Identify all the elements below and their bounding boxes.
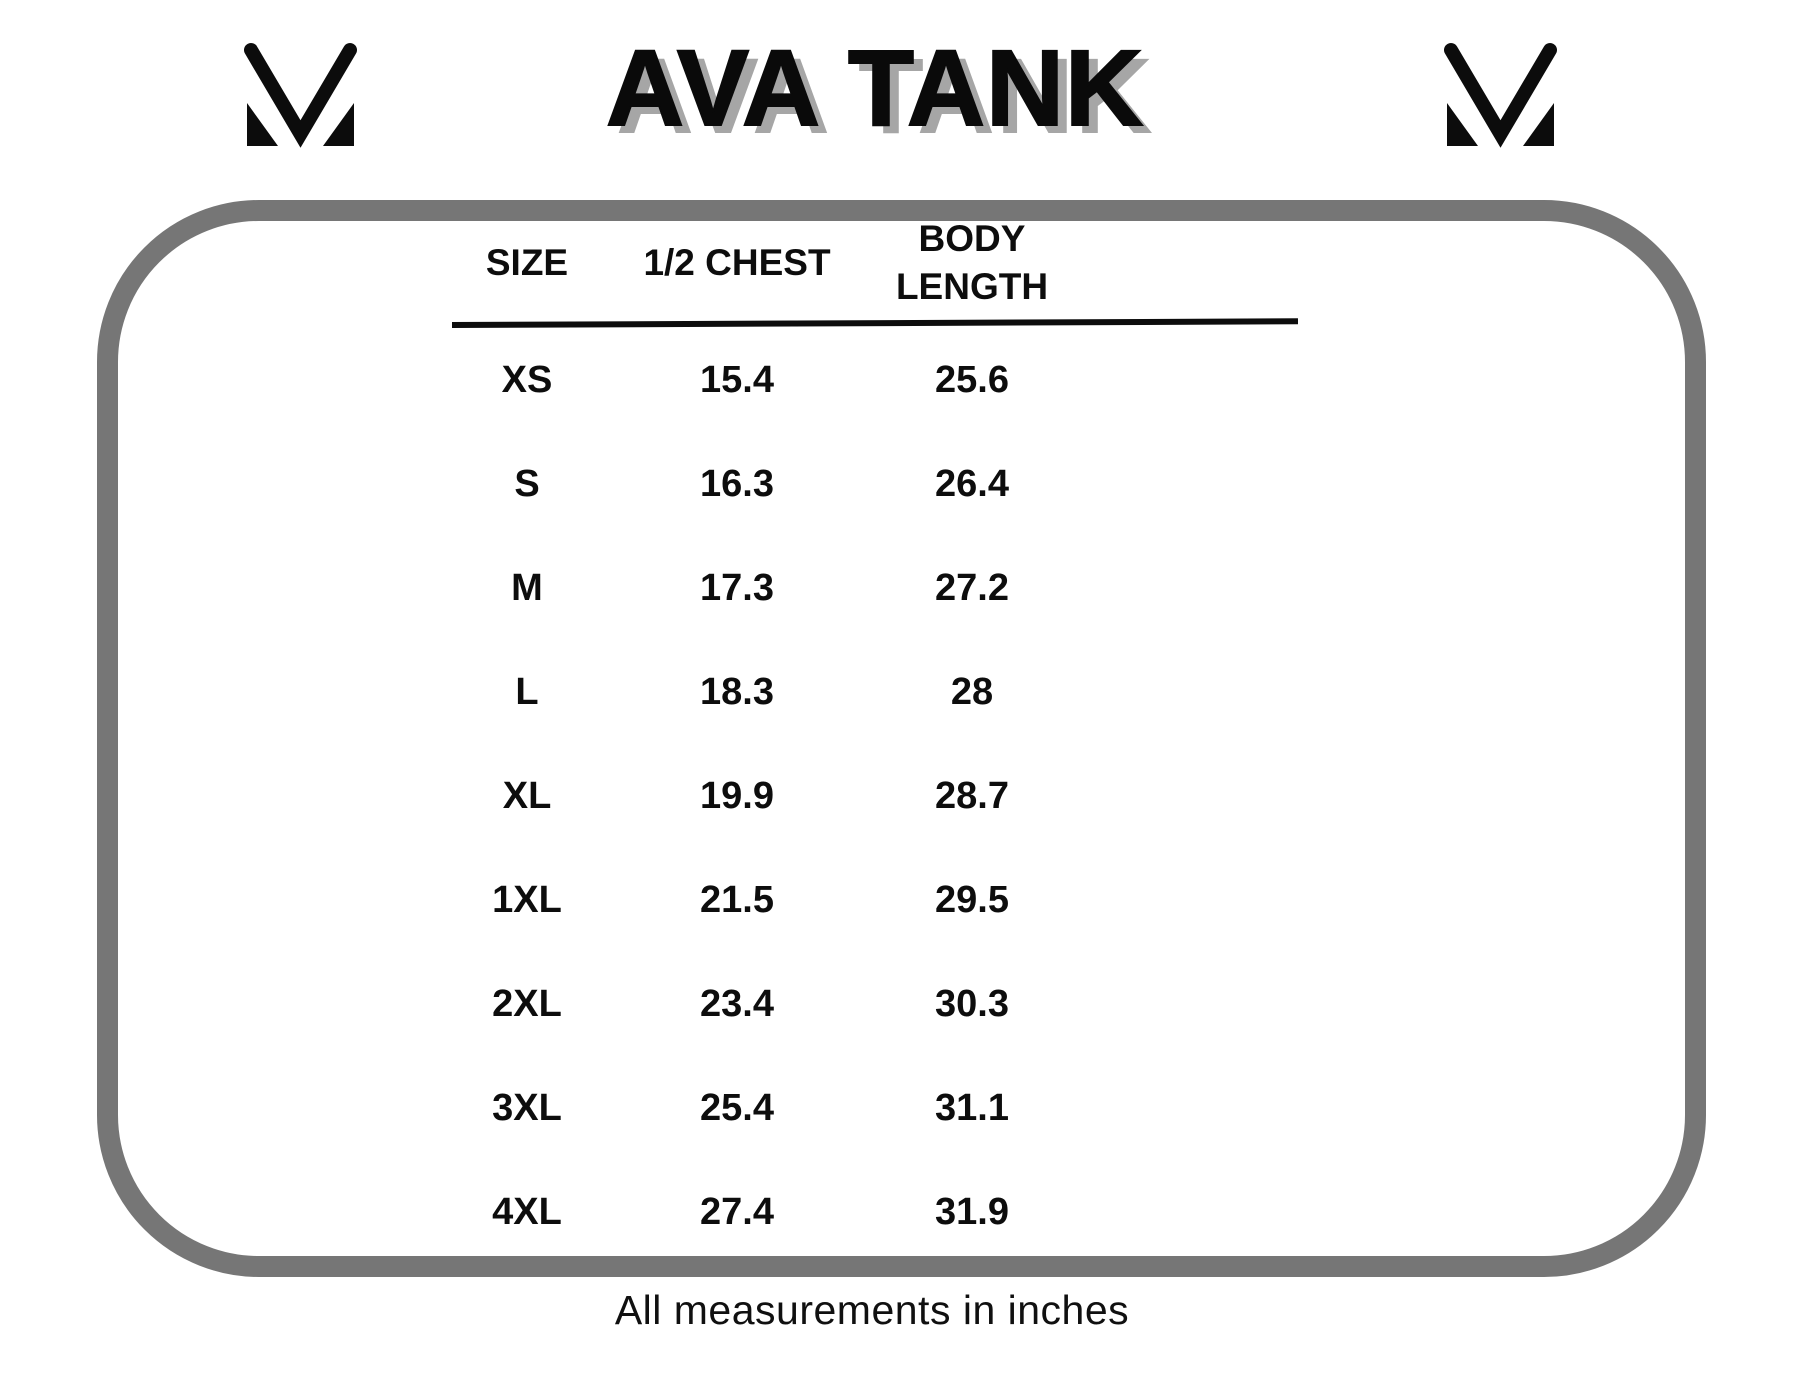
table-row: L 18.3 28 <box>452 640 1298 744</box>
size-cell: XL <box>502 774 552 817</box>
body-length-cell: 25.6 <box>935 358 1009 401</box>
table-row: 3XL 25.4 31.1 <box>452 1056 1298 1160</box>
size-cell: 3XL <box>492 1086 562 1129</box>
table-row: 2XL 23.4 30.3 <box>452 952 1298 1056</box>
body-length-cell: 29.5 <box>935 878 1009 921</box>
half-chest-cell: 25.4 <box>700 1086 774 1129</box>
body-length-cell: 31.1 <box>935 1086 1009 1129</box>
table-row: M 17.3 27.2 <box>452 536 1298 640</box>
column-header-body-length: BODY LENGTH <box>895 217 1049 307</box>
size-cell: L <box>515 670 539 713</box>
size-table-header: SIZE 1/2 CHEST BODY LENGTH <box>452 204 1298 322</box>
mv-monogram-icon <box>1444 43 1557 148</box>
table-row: 4XL 27.4 31.9 <box>452 1160 1298 1264</box>
half-chest-cell: 23.4 <box>700 982 774 1025</box>
column-header-half-chest: 1/2 CHEST <box>643 241 831 283</box>
half-chest-cell: 18.3 <box>700 670 774 713</box>
half-chest-cell: 17.3 <box>700 566 774 609</box>
size-cell: S <box>514 462 540 505</box>
half-chest-cell: 27.4 <box>700 1190 774 1233</box>
half-chest-cell: 15.4 <box>700 358 774 401</box>
size-cell: 1XL <box>492 878 562 921</box>
size-table: SIZE 1/2 CHEST BODY LENGTH XS 15.4 25.6 … <box>451 204 1299 1264</box>
chart-frame-border <box>97 200 1706 1277</box>
table-row: XL 19.9 28.7 <box>452 744 1298 848</box>
size-cell: XS <box>501 358 553 401</box>
column-header-size: SIZE <box>485 241 569 283</box>
size-cell: 2XL <box>492 982 562 1025</box>
table-row: 1XL 21.5 29.5 <box>452 848 1298 952</box>
body-length-cell: 27.2 <box>935 566 1009 609</box>
body-length-cell: 31.9 <box>935 1190 1009 1233</box>
body-length-cell: 28 <box>950 670 994 713</box>
half-chest-cell: 19.9 <box>700 774 774 817</box>
table-row: XS 15.4 25.6 <box>452 328 1298 432</box>
body-length-cell: 30.3 <box>935 982 1009 1025</box>
size-cell: M <box>511 566 543 609</box>
measurements-note: All measurements in inches <box>614 1287 1130 1333</box>
body-length-cell: 26.4 <box>935 462 1009 505</box>
page-title: AVA TANK <box>605 27 1144 148</box>
mv-monogram-icon <box>244 43 357 148</box>
body-length-cell: 28.7 <box>935 774 1009 817</box>
size-table-body: XS 15.4 25.6 S 16.3 26.4 M 17.3 27.2 L 1… <box>452 328 1298 1264</box>
half-chest-cell: 21.5 <box>700 878 774 921</box>
size-cell: 4XL <box>492 1190 562 1233</box>
table-row: S 16.3 26.4 <box>452 432 1298 536</box>
half-chest-cell: 16.3 <box>700 462 774 505</box>
